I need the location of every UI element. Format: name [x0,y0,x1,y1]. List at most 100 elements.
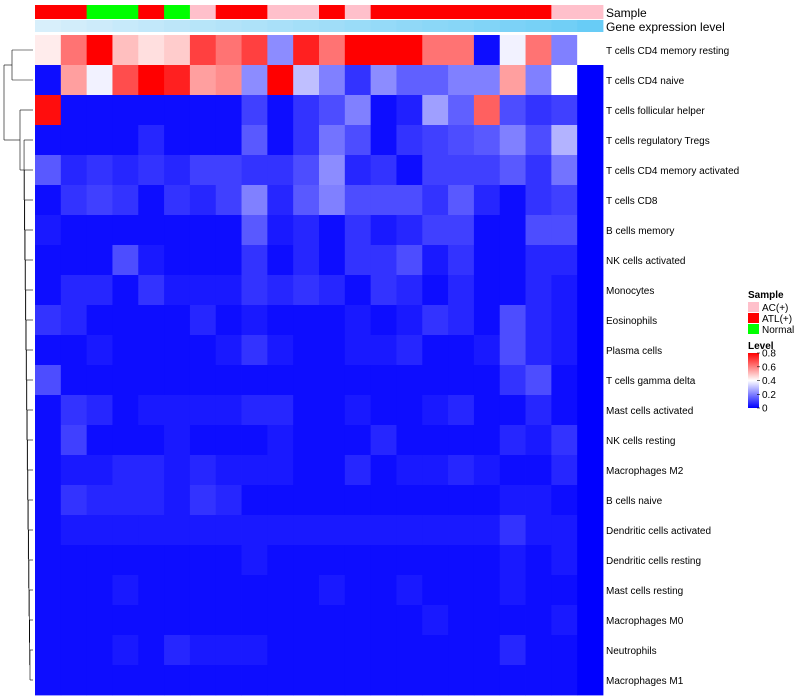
heatmap-cell [396,335,423,366]
heatmap-cell [35,425,62,456]
sample-annotation-cell [138,5,165,19]
heatmap-cell [344,485,372,516]
heatmap-cell [138,455,165,486]
heatmap-cell [551,665,578,696]
heatmap-cell [448,35,475,66]
heatmap-cell [112,215,139,246]
heatmap-cell [138,215,165,246]
legend-sample-swatch [748,324,759,334]
heatmap-cell [448,245,475,276]
heatmap-cell [293,275,320,306]
heatmap-cell [577,365,604,396]
heatmap-cell [241,95,268,126]
heatmap-cell [473,425,501,456]
heatmap-cell [319,305,346,336]
heatmap-cell [189,665,217,696]
heatmap-cell [499,275,526,306]
sample-track-label: Sample [606,6,647,20]
heatmap-cell [293,665,320,696]
heatmap-cell [396,545,423,576]
heatmap-cell [370,35,397,66]
heatmap-cell [215,665,242,696]
heatmap-cell [215,65,242,96]
heatmap-cell [293,575,320,606]
heatmap-cell [422,155,449,186]
heatmap-cell [344,365,372,396]
heatmap-cell [267,575,294,606]
heatmap-cell [370,485,397,516]
row-label: Monocytes [606,286,654,297]
expression-annotation-cell [35,20,62,32]
heatmap-cell [551,515,578,546]
heatmap-cell [112,245,139,276]
heatmap-cell [267,125,294,156]
heatmap-cell [344,95,372,126]
heatmap-cell [422,275,449,306]
heatmap-cell [164,125,191,156]
heatmap-cell [112,365,139,396]
heatmap-cell [473,665,501,696]
heatmap-cell [551,185,578,216]
heatmap-cell [241,245,268,276]
row-label: B cells naive [606,496,663,507]
row-label: Dendritic cells activated [606,526,711,537]
heatmap-cell [189,395,217,426]
heatmap-cell [577,335,604,366]
heatmap-cell [241,575,268,606]
heatmap-cell [448,125,475,156]
heatmap-cell [551,545,578,576]
heatmap-cell [499,35,526,66]
heatmap-cell [138,665,165,696]
heatmap-cell [241,635,268,666]
heatmap-cell [293,605,320,636]
heatmap-cell [293,395,320,426]
heatmap-cell [112,395,139,426]
heatmap-cell [138,575,165,606]
heatmap-cell [525,485,552,516]
heatmap-cell [422,245,449,276]
heatmap-cell [293,95,320,126]
heatmap-cell [525,95,552,126]
heatmap-cell [112,95,139,126]
heatmap-cell [215,305,242,336]
heatmap-cell [319,185,346,216]
heatmap-cell [241,35,268,66]
heatmap-cell [473,155,501,186]
heatmap-cell [112,335,139,366]
heatmap-cell [86,485,113,516]
sample-annotation-cell [577,5,604,19]
heatmap-cell [551,395,578,426]
heatmap-cell [189,545,217,576]
heatmap-cell [241,395,268,426]
heatmap-cell [396,365,423,396]
heatmap-cell [86,575,113,606]
heatmap-cell [551,215,578,246]
heatmap-cell [86,335,113,366]
heatmap-cell [189,65,217,96]
heatmap-cell [267,275,294,306]
heatmap-cell [112,605,139,636]
heatmap-cell [551,575,578,606]
heatmap-cell [551,65,578,96]
heatmap-cell [577,245,604,276]
heatmap-cell [60,125,88,156]
heatmap-cell [60,485,88,516]
heatmap-cell [396,605,423,636]
heatmap-cell [164,515,191,546]
heatmap-cell [577,65,604,96]
expression-annotation-cell [164,20,191,32]
heatmap-cell [138,95,165,126]
heatmap-cell [370,575,397,606]
heatmap-cell [448,605,475,636]
heatmap-cell [138,305,165,336]
heatmap-cell [215,215,242,246]
sample-annotation-cell [112,5,139,19]
heatmap-cell [241,365,268,396]
sample-annotation-cell [344,5,372,19]
heatmap-cell [86,305,113,336]
heatmap-cell [86,605,113,636]
heatmap-cell [448,95,475,126]
heatmap-cell [370,275,397,306]
heatmap-cell [525,155,552,186]
heatmap-cell [473,575,501,606]
